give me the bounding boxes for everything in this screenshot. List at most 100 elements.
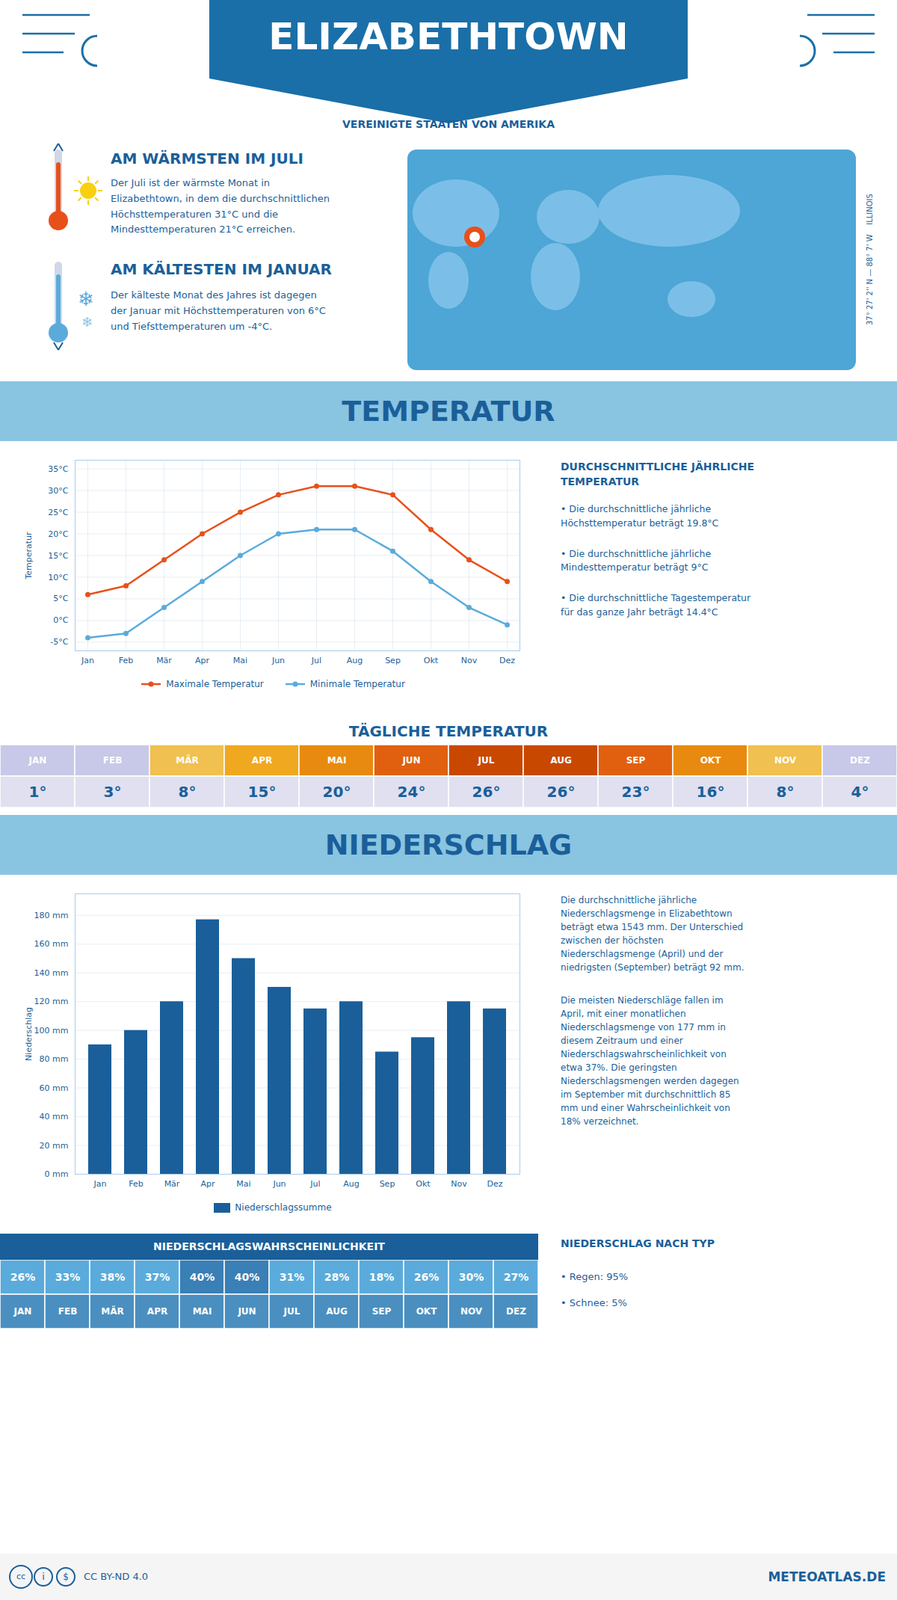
html-text:Die meisten Niederschläge fall: Die meisten Niederschläge fallen im Apri… — [560, 994, 740, 1127]
svg-text:100 mm: 100 mm — [34, 1025, 69, 1036]
svg-text:NOV: NOV — [460, 1305, 483, 1317]
svg-text:Sep: Sep — [379, 1178, 396, 1189]
svg-text:Dez: Dez — [499, 655, 516, 666]
svg-text:Jun: Jun — [271, 655, 285, 666]
svg-text:SEP: SEP — [626, 754, 646, 766]
svg-text:16°: 16° — [696, 782, 726, 801]
svg-text:26%: 26% — [10, 1270, 36, 1283]
svg-text:JUL: JUL — [477, 754, 495, 766]
svg-text:40%: 40% — [189, 1270, 216, 1283]
svg-text:OKT: OKT — [700, 754, 723, 766]
svg-text:8°: 8° — [178, 782, 197, 801]
svg-text:Aug: Aug — [346, 655, 363, 666]
svg-text:24°: 24° — [397, 782, 427, 801]
svg-text:160 mm: 160 mm — [34, 938, 69, 949]
svg-text:1°: 1° — [29, 782, 48, 801]
svg-text:Temperatur: Temperatur — [23, 531, 34, 581]
svg-text:DEZ: DEZ — [506, 1305, 527, 1317]
svg-text:Dez: Dez — [486, 1178, 503, 1189]
svg-text:40 mm: 40 mm — [39, 1111, 69, 1122]
svg-text:60 mm: 60 mm — [39, 1083, 69, 1093]
svg-text:Mär: Mär — [164, 1178, 181, 1189]
svg-text:SEP: SEP — [372, 1305, 392, 1317]
svg-text:0°C: 0°C — [53, 615, 69, 625]
svg-text:3°: 3° — [103, 782, 122, 801]
svg-text:DEZ: DEZ — [849, 754, 871, 766]
svg-text:Mär: Mär — [156, 655, 172, 666]
svg-text:MÄR: MÄR — [100, 1305, 124, 1317]
svg-text:Niederschlag: Niederschlag — [23, 1006, 34, 1061]
svg-text:15°: 15° — [248, 782, 277, 801]
svg-text:80 mm: 80 mm — [39, 1053, 69, 1064]
svg-text:Feb: Feb — [128, 1178, 143, 1189]
svg-text:8°: 8° — [776, 782, 795, 801]
html-text:TEMPERATUR: TEMPERATUR — [341, 394, 556, 428]
svg-text:26°: 26° — [547, 782, 576, 801]
svg-text:Sep: Sep — [384, 655, 401, 666]
svg-text:Feb: Feb — [118, 655, 134, 666]
svg-text:JUN: JUN — [401, 754, 421, 766]
svg-text:40%: 40% — [234, 1270, 261, 1283]
svg-text:27%: 27% — [503, 1270, 530, 1283]
svg-text:AUG: AUG — [550, 754, 572, 766]
svg-text:NOV: NOV — [774, 754, 797, 766]
svg-text:15°C: 15°C — [47, 550, 69, 561]
svg-text:OKT: OKT — [416, 1305, 439, 1317]
svg-text:20°C: 20°C — [47, 529, 69, 539]
html-text:Der kälteste Monat des Jahres: Der kälteste Monat des Jahres ist dagege… — [110, 289, 326, 332]
svg-text:FEB: FEB — [103, 754, 123, 766]
svg-text:120 mm: 120 mm — [34, 996, 69, 1007]
svg-text:Apr: Apr — [195, 655, 211, 666]
svg-text:Apr: Apr — [200, 1178, 216, 1189]
svg-text:Jul: Jul — [309, 1178, 320, 1189]
svg-text:35°C: 35°C — [47, 464, 69, 474]
svg-text:140 mm: 140 mm — [34, 968, 69, 978]
svg-text:Mai: Mai — [236, 1178, 251, 1189]
svg-text:28%: 28% — [324, 1270, 350, 1283]
svg-text:Nov: Nov — [450, 1178, 468, 1189]
svg-text:5°C: 5°C — [53, 593, 69, 604]
svg-text:APR: APR — [251, 754, 273, 766]
svg-text:30%: 30% — [458, 1270, 485, 1283]
svg-text:MÄR: MÄR — [175, 754, 199, 766]
svg-text:10°C: 10°C — [47, 571, 69, 582]
svg-text:JAN: JAN — [28, 754, 48, 766]
svg-text:Aug: Aug — [343, 1178, 359, 1189]
svg-text:Okt: Okt — [415, 1178, 431, 1189]
svg-text:JAN: JAN — [13, 1305, 33, 1317]
svg-text:31%: 31% — [279, 1270, 305, 1283]
svg-text:4°: 4° — [851, 782, 870, 801]
svg-text:Jan: Jan — [80, 655, 95, 666]
html-text:NIEDERSCHLAG: NIEDERSCHLAG — [324, 828, 573, 862]
svg-text:20°: 20° — [322, 782, 352, 801]
svg-text:23°: 23° — [621, 782, 651, 801]
svg-text:20 mm: 20 mm — [39, 1140, 69, 1151]
svg-text:MAI: MAI — [192, 1305, 213, 1317]
html-text:ELIZABETHTOWN: ELIZABETHTOWN — [268, 14, 629, 59]
svg-text:Nov: Nov — [461, 655, 478, 666]
svg-text:Jul: Jul — [310, 655, 322, 666]
svg-text:26%: 26% — [414, 1270, 440, 1283]
svg-text:Jan: Jan — [93, 1178, 107, 1189]
svg-text:Mai: Mai — [233, 655, 248, 666]
svg-text:38%: 38% — [100, 1270, 126, 1283]
svg-text:18%: 18% — [369, 1270, 395, 1283]
svg-text:-5°C: -5°C — [50, 636, 69, 647]
html-text:Die durchschnittliche jährlich: Die durchschnittliche jährliche Niedersc… — [560, 894, 745, 973]
svg-text:JUL: JUL — [283, 1305, 301, 1317]
svg-text:FEB: FEB — [58, 1305, 78, 1317]
svg-text:25°C: 25°C — [47, 507, 69, 518]
svg-text:Jun: Jun — [272, 1178, 286, 1189]
svg-text:MAI: MAI — [327, 754, 347, 766]
svg-text:AUG: AUG — [325, 1305, 348, 1317]
html-text:Der Juli ist der wärmste Monat: Der Juli ist der wärmste Monat in Elizab… — [110, 177, 330, 236]
svg-text:37%: 37% — [145, 1270, 171, 1283]
svg-text:180 mm: 180 mm — [34, 910, 69, 921]
svg-text:APR: APR — [147, 1305, 168, 1317]
svg-text:Okt: Okt — [423, 655, 439, 666]
svg-text:0 mm: 0 mm — [44, 1169, 69, 1179]
svg-text:JUN: JUN — [236, 1305, 256, 1317]
svg-text:30°C: 30°C — [47, 485, 69, 496]
svg-text:33%: 33% — [55, 1270, 81, 1283]
svg-text:26°: 26° — [472, 782, 501, 801]
